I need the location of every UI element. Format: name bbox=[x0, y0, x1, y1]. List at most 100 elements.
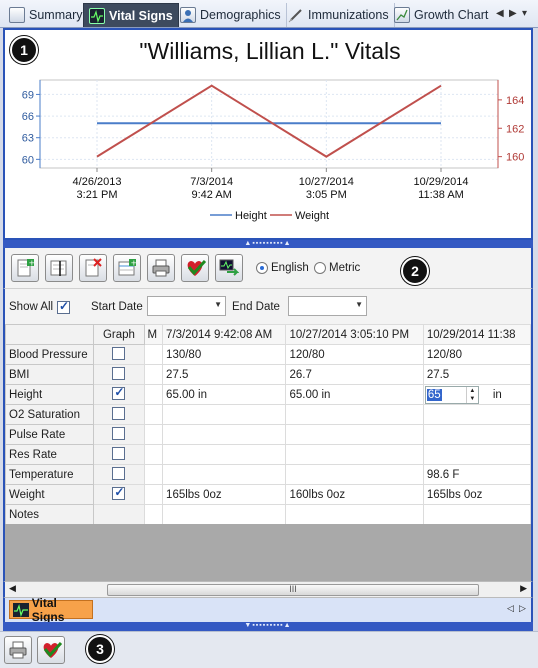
grid-cell[interactable]: 26.7 bbox=[285, 364, 424, 385]
grid-cell[interactable] bbox=[143, 484, 164, 505]
chart-title: "Williams, Lillian L." Vitals bbox=[139, 38, 401, 64]
show-all-checkbox[interactable] bbox=[57, 299, 70, 314]
callout-badge-3: 3 bbox=[86, 635, 114, 663]
column-header[interactable]: 7/3/2014 9:42:08 AM bbox=[162, 324, 287, 345]
tab-scroll-right-icon[interactable]: ▶ bbox=[509, 8, 517, 19]
table-row[interactable]: Pulse Rate bbox=[5, 424, 531, 445]
tab-vital-signs[interactable]: Vital Signs bbox=[83, 3, 179, 27]
tab-summary[interactable]: Summary bbox=[4, 3, 89, 27]
table-row[interactable]: Blood Pressure 130/80 120/80 120/80 bbox=[5, 344, 531, 365]
bottom-tab-vital-signs[interactable]: Vital Signs bbox=[9, 596, 93, 624]
start-date-picker[interactable]: ▼ bbox=[147, 296, 226, 316]
grid-cell[interactable]: 165lbs 0oz bbox=[422, 484, 531, 505]
english-radio[interactable]: English bbox=[256, 262, 309, 274]
metric-radio[interactable]: Metric bbox=[314, 262, 360, 274]
grid-cell[interactable] bbox=[285, 424, 424, 445]
tab-scroll-left-icon[interactable]: ◀ bbox=[496, 8, 504, 19]
grid-cell[interactable] bbox=[162, 404, 287, 425]
graph-checkbox[interactable] bbox=[112, 406, 126, 420]
column-header[interactable]: 10/29/2014 11:38 bbox=[422, 324, 531, 345]
grid-cell[interactable] bbox=[285, 404, 424, 425]
grid-cell-editing[interactable]: 65 ▲ ▼ in bbox=[422, 384, 531, 405]
scrollbar-thumb[interactable]: III bbox=[107, 584, 479, 596]
grid-cell[interactable] bbox=[162, 504, 287, 524]
end-date-picker[interactable]: ▼ bbox=[288, 296, 367, 316]
column-header[interactable]: 10/27/2014 3:05:10 PM bbox=[285, 324, 424, 345]
grid-cell[interactable]: 130/80 bbox=[162, 344, 287, 365]
graph-checkbox[interactable] bbox=[112, 446, 126, 460]
grid-cell[interactable] bbox=[422, 444, 531, 465]
graph-checkbox[interactable] bbox=[112, 426, 126, 440]
bottom-tab-next-icon[interactable]: ▷ bbox=[519, 603, 526, 613]
tab-demographics[interactable]: Demographics bbox=[175, 3, 287, 27]
grid-cell[interactable] bbox=[422, 404, 531, 425]
grid-cell[interactable] bbox=[143, 384, 164, 405]
add-row-button[interactable]: + bbox=[113, 254, 141, 282]
table-row[interactable]: Temperature 98.6 F bbox=[5, 464, 531, 485]
row-label: Height bbox=[5, 384, 95, 405]
metric-radio-dot bbox=[314, 262, 326, 274]
approve-button[interactable] bbox=[181, 254, 209, 282]
row-label: Blood Pressure bbox=[5, 344, 95, 365]
graph-checkbox[interactable] bbox=[112, 385, 126, 400]
tab-immunizations[interactable]: Immunizations bbox=[283, 3, 395, 27]
grid-cell[interactable] bbox=[143, 364, 164, 385]
import-monitor-button[interactable] bbox=[215, 254, 243, 282]
scroll-right-icon[interactable]: ▶ bbox=[520, 583, 527, 593]
grid-cell[interactable]: 160lbs 0oz bbox=[285, 484, 424, 505]
graph-checkbox[interactable] bbox=[112, 466, 126, 480]
bottom-print-button[interactable] bbox=[4, 636, 32, 664]
grid-cell[interactable] bbox=[143, 344, 164, 365]
grid-cell[interactable] bbox=[143, 464, 164, 485]
table-row[interactable]: Res Rate bbox=[5, 444, 531, 465]
print-button[interactable] bbox=[147, 254, 175, 282]
bottom-splitter[interactable]: ▼▪▪▪▪▪▪▪▪▪▲ bbox=[3, 622, 533, 631]
grid-cell[interactable] bbox=[162, 464, 287, 485]
grid-cell[interactable] bbox=[285, 464, 424, 485]
grid-cell[interactable] bbox=[143, 424, 164, 445]
grid-cell[interactable] bbox=[422, 504, 531, 524]
y-tick-label-left: 69 bbox=[22, 89, 34, 101]
grid-cell[interactable] bbox=[143, 404, 164, 425]
delete-vitals-button[interactable] bbox=[79, 254, 107, 282]
chart-splitter[interactable]: ▲▪▪▪▪▪▪▪▪▪▲ bbox=[3, 240, 533, 248]
horizontal-scrollbar[interactable]: ◀ III ▶ bbox=[3, 581, 533, 598]
graph-checkbox[interactable] bbox=[112, 346, 126, 360]
grid-cell[interactable]: 120/80 bbox=[422, 344, 531, 365]
grid-cell[interactable] bbox=[162, 444, 287, 465]
grid-cell[interactable] bbox=[285, 444, 424, 465]
tab-growth-chart[interactable]: Growth Chart bbox=[389, 3, 493, 27]
table-row[interactable]: Notes bbox=[5, 504, 531, 524]
table-row[interactable]: O2 Saturation bbox=[5, 404, 531, 425]
grid-cell[interactable] bbox=[162, 424, 287, 445]
grid-cell[interactable]: 27.5 bbox=[162, 364, 287, 385]
grid-cell[interactable]: 98.6 F bbox=[422, 464, 531, 485]
grid-cell[interactable] bbox=[285, 504, 424, 524]
grid-cell[interactable] bbox=[143, 504, 164, 524]
scroll-left-icon[interactable]: ◀ bbox=[9, 583, 16, 593]
graph-cell bbox=[93, 384, 145, 405]
svg-text:+: + bbox=[29, 259, 36, 268]
graph-checkbox[interactable] bbox=[112, 485, 126, 500]
grid-cell[interactable] bbox=[422, 424, 531, 445]
spin-buttons-icon[interactable]: ▲ ▼ bbox=[465, 386, 478, 403]
bottom-tab-prev-icon[interactable]: ◁ bbox=[507, 603, 514, 613]
grid-cell[interactable]: 65.00 in bbox=[285, 384, 424, 405]
bottom-approve-button[interactable] bbox=[37, 636, 65, 664]
grid-cell[interactable]: 165lbs 0oz bbox=[162, 484, 287, 505]
grid-cell[interactable]: 120/80 bbox=[285, 344, 424, 365]
grid-cell[interactable] bbox=[143, 444, 164, 465]
y-tick-label-left: 66 bbox=[22, 111, 34, 123]
table-row[interactable]: BMI 27.5 26.7 27.5 bbox=[5, 364, 531, 385]
graph-checkbox[interactable] bbox=[112, 366, 126, 380]
edit-vitals-button[interactable] bbox=[45, 254, 73, 282]
height-editor-input[interactable]: 65 bbox=[426, 388, 442, 401]
partial-column-header[interactable]: M bbox=[143, 324, 164, 345]
grid-cell[interactable]: 27.5 bbox=[422, 364, 531, 385]
grid-cell[interactable]: 65.00 in bbox=[162, 384, 287, 405]
graph-column-header[interactable]: Graph bbox=[93, 324, 145, 345]
tab-list-icon[interactable]: ▾ bbox=[522, 8, 528, 19]
add-vitals-button[interactable]: + bbox=[11, 254, 39, 282]
